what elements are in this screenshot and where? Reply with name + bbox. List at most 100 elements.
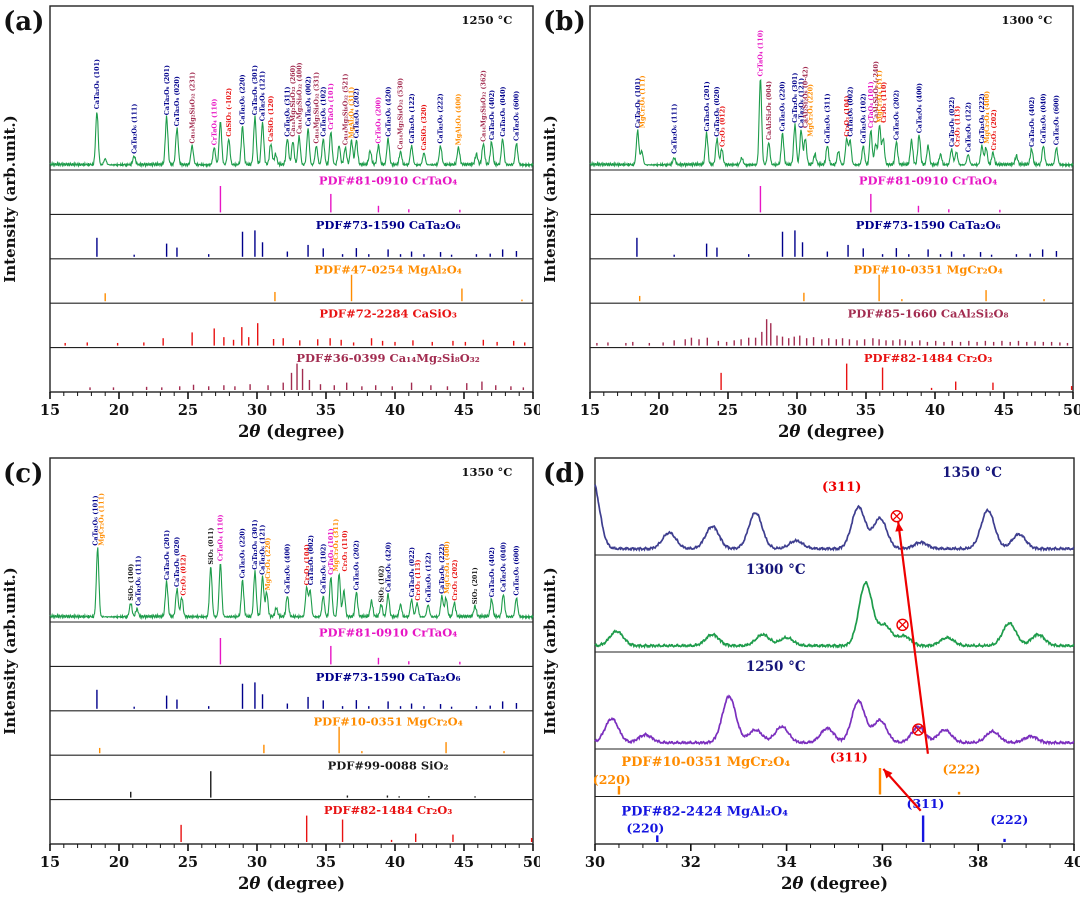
panel-frame [49, 457, 534, 845]
peak-label: Cr₂O₃ (012) [719, 106, 727, 147]
peak-label: Ca₁₄Mg₂Si₈O₃₂ (400) [295, 62, 303, 134]
peak-label: CaTa₂O₆ (222) [978, 93, 986, 143]
peak-label: MgAl₂O₄ (400) [455, 94, 463, 146]
peak-label: CaTa₂O₆ (121) [259, 71, 267, 121]
text-fragment: 2 [778, 422, 789, 441]
text-fragment: (degree) [260, 422, 345, 441]
peak-label: SiO₂ (011) [207, 528, 215, 565]
peak-label: Cr₂O₃ (012) [179, 554, 187, 595]
peak-label: Cr₂O₃ (110) [341, 530, 349, 571]
peak-label: CaTa₂O₆ (020) [713, 86, 721, 136]
pdf-reference-label: PDF#81-0910 CrTaO₄ [319, 626, 457, 640]
axis-tick-label: 20 [649, 402, 669, 419]
peak-label: MgCr₂O₄ (111) [639, 75, 647, 128]
peak-label: Cr₂O₃ (113) [414, 559, 422, 600]
hkl-label: (222) [990, 812, 1028, 827]
peak-label: CaTa₂O₆ (301) [791, 73, 799, 123]
axis-tick-label: 45 [454, 854, 474, 871]
peak-label: Ca₁₄Mg₂Si₈O₃₂ (331) [313, 72, 321, 144]
y-axis-title: Intensity (arb.unit.) [1, 567, 19, 735]
axis-tick-label: 36 [872, 854, 892, 871]
peak-label: CaTa₂O₆ (202) [893, 90, 901, 140]
peak-label: CaTa₂O₆ (301) [251, 520, 259, 570]
circled-x-marker [892, 512, 901, 521]
peak-label: MgCr₂O₄ (220) [264, 538, 272, 591]
temperature-label: 1300 °C [746, 562, 806, 578]
peak-label: CaSiO₃ (320) [420, 104, 428, 150]
peak-label: CaTa₂O₆ (402) [488, 90, 496, 140]
axis-tick-label: 25 [178, 402, 198, 419]
hkl-label: (311) [822, 480, 861, 495]
peak-label: CaTa₂O₆ (102) [319, 86, 327, 136]
peak-label: CaTa₂O₆ (600) [513, 91, 521, 141]
peak-label: CaTa₂O₆ (420) [384, 86, 392, 136]
peak-label: CaTa₂O₆ (202) [353, 540, 361, 590]
axis-tick-label: 30 [247, 854, 267, 871]
peak-label: CaTa₂O₆ (002) [307, 535, 315, 585]
text-fragment: (degree) [800, 422, 885, 441]
peak-label: CaTa₂O₆ (202) [353, 88, 361, 138]
panel-frame [594, 457, 1075, 845]
peak-label: MgCr₂O₄ (311) [876, 70, 884, 123]
peak-label: MgCr₂O₄ (111) [97, 493, 105, 546]
circled-x-marker [912, 723, 925, 736]
peak-label: CaTa₂O₆ (301) [251, 65, 259, 115]
peak-label: CaTa₂O₆ (402) [1028, 97, 1036, 147]
pdf-reference-label: PDF#10-0351 MgCr₂O₄ [853, 262, 1002, 276]
peak-label: SiO₂ (100) [127, 564, 135, 601]
text-fragment: θ [249, 874, 260, 893]
peak-label: Cr₂O₃ (202) [451, 559, 459, 600]
axis-tick-label: 30 [585, 854, 605, 871]
axis-tick-label: 20 [109, 854, 129, 871]
hkl-label: (220) [593, 772, 631, 787]
xrd-pattern-curve [594, 694, 1075, 746]
peak-label: CaTa₂O₆ (121) [259, 525, 267, 575]
peak-label: CaTa₂O₆ (220) [239, 528, 247, 578]
peak-label: CaTa₂O₆ (101) [92, 495, 100, 545]
peak-label: CrTaO₄ (110) [210, 99, 218, 146]
axis-tick-label: 50 [523, 402, 540, 419]
axis-tick-label: 15 [40, 402, 60, 419]
axis-tick-label: 32 [681, 854, 701, 871]
panel-letter: (c) [3, 459, 43, 489]
peak-label: CaTa₂O₆ (040) [1040, 93, 1048, 143]
peak-label: MgCr₂O₄ (220) [806, 84, 814, 137]
axis-tick-label: 38 [968, 854, 988, 871]
circled-x-marker [896, 618, 909, 632]
pdf-reference-label: PDF#47-0254 MgAl₂O₄ [314, 262, 461, 276]
x-axis-title: 2θ (degree) [238, 422, 345, 441]
peak-label: Cr₂O₃ (104) [303, 544, 311, 585]
peak-label: CaTa₂O₆ (002) [304, 76, 312, 126]
hkl-label: (220) [626, 821, 664, 836]
circled-x-marker [890, 509, 903, 523]
peak-label: CaTa₂O₆ (311) [824, 93, 832, 143]
peak-label: CaTa₂O₆ (121) [797, 78, 805, 128]
peak-label: CaTa₂O₆ (402) [488, 547, 496, 597]
peak-label: CaTa₂O₆ (122) [964, 102, 972, 152]
peak-label: CaAl₂Si₂O₈ (-240) [872, 61, 880, 123]
text-fragment: (degree) [803, 874, 888, 893]
peak-label: CaTa₂O₆ (020) [173, 537, 181, 587]
xrd-pattern-curve [49, 112, 534, 169]
axis-tick-label: 30 [247, 402, 267, 419]
axis-tick-label: 34 [777, 854, 797, 871]
peak-label: CaTa₂O₆ (040) [499, 86, 507, 136]
pdf-reference-label: PDF#73-1590 CaTa₂O₆ [856, 218, 1001, 232]
peak-label: CaTa₂O₆ (400) [284, 544, 292, 594]
axis-tick-label: 50 [523, 854, 540, 871]
peak-label: CaTa₂O₆ (122) [408, 93, 416, 143]
x-axis-title: 2θ (degree) [778, 422, 885, 441]
peak-label: CaSiO₃ (120) [267, 96, 275, 142]
peak-label: CaTa₂O₆ (311) [284, 86, 292, 136]
axis-tick-label: 35 [316, 402, 336, 419]
axis-tick-label: 35 [856, 402, 876, 419]
peak-label: MgCr₂O₄ (400) [983, 91, 991, 144]
peak-label: CrTaO₄ (101) [327, 83, 335, 130]
axis-tick-label: 45 [454, 402, 474, 419]
pdf-reference-label: PDF#81-0910 CrTaO₄ [859, 174, 997, 188]
pdf-reference-label: PDF#10-0351 MgCr₂O₄ [313, 714, 462, 728]
panel-frame [49, 5, 534, 393]
panel-c-xrd-chart: CaTa₂O₆ (101)MgCr₂O₄ (111) SiO₂ (100) CaTa… [1, 457, 540, 893]
xrd-pattern-curve [594, 581, 1075, 650]
